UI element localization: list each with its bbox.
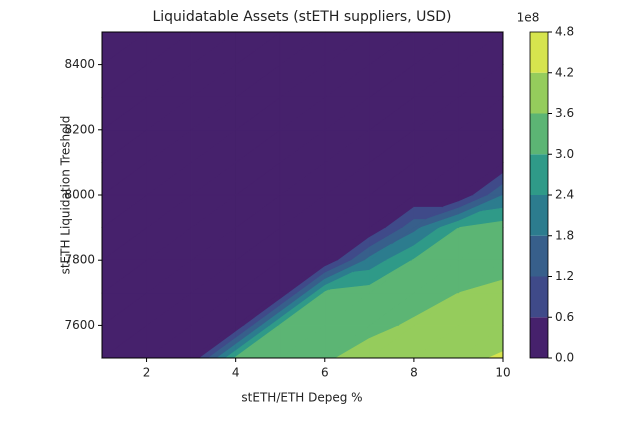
colorbar-tick-label: 3.0	[555, 147, 574, 161]
contour-region	[413, 227, 459, 261]
colorbar-tick-label: 0.0	[555, 351, 574, 365]
y-tick-label: 8000	[64, 188, 95, 202]
y-tick-label: 8200	[64, 122, 95, 136]
x-tick-label: 2	[143, 366, 151, 380]
contour-region	[413, 219, 426, 229]
colorbar-tick-label: 1.8	[555, 228, 574, 242]
colorbar-band	[530, 154, 548, 195]
y-tick-label: 8400	[64, 57, 95, 71]
colorbar-band	[530, 317, 548, 358]
chart-title: Liquidatable Assets (stETH suppliers, US…	[152, 9, 451, 25]
colorbar-tick-label: 2.4	[555, 188, 574, 202]
contour-region	[413, 292, 459, 326]
contour-region	[324, 289, 330, 294]
y-tick-label: 7600	[64, 318, 95, 332]
colorbar-band	[530, 235, 548, 277]
colorbar-band	[530, 32, 548, 73]
colorbar-band	[530, 72, 548, 114]
contour-region	[369, 243, 392, 261]
x-tick-label: 4	[232, 366, 240, 380]
colorbar-tick-label: 4.2	[555, 65, 574, 79]
contour-region	[458, 211, 481, 229]
x-tick-label: 10	[495, 366, 510, 380]
x-tick-label: 8	[410, 366, 418, 380]
colorbar-band	[530, 113, 548, 155]
colorbar-tick-label: 3.6	[555, 106, 574, 120]
colorbar-tick-label: 0.6	[555, 310, 574, 324]
x-axis-label: stETH/ETH Depeg %	[241, 391, 362, 405]
y-axis-label: stETH Liquidation Treshold	[59, 116, 73, 275]
colorbar-tick-label: 1.2	[555, 269, 574, 283]
colorbar-tick-label: 4.8	[555, 25, 574, 39]
colorbar-band	[530, 276, 548, 318]
y-tick-label: 7800	[64, 253, 95, 267]
colorbar-offset: 1e8	[517, 11, 540, 25]
colorbar-band	[530, 195, 548, 236]
x-tick-label: 6	[321, 366, 329, 380]
